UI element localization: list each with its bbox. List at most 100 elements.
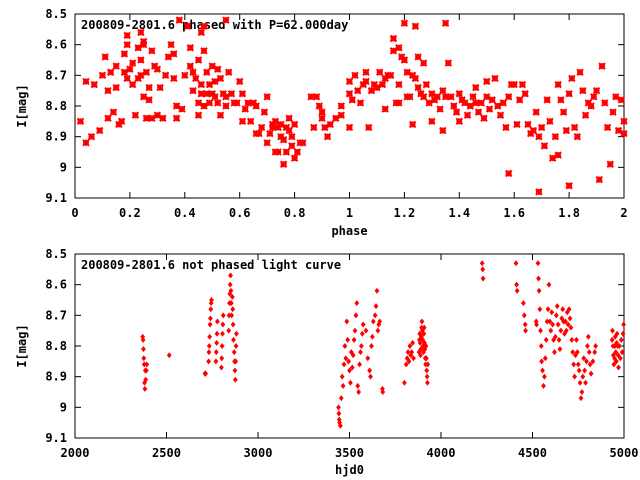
data-point xyxy=(479,260,485,267)
data-point xyxy=(238,90,247,98)
data-point xyxy=(143,367,149,374)
data-point xyxy=(541,382,546,389)
data-point xyxy=(540,142,549,150)
data-point xyxy=(337,102,345,110)
data-point xyxy=(227,281,233,288)
data-point xyxy=(534,321,539,328)
data-point xyxy=(425,379,430,386)
data-point xyxy=(260,108,269,116)
data-point xyxy=(477,99,485,107)
data-point xyxy=(166,352,172,359)
data-point xyxy=(480,114,488,122)
data-point xyxy=(285,114,293,122)
data-point xyxy=(337,111,345,119)
y-tick-label: 8.5 xyxy=(45,247,67,261)
data-point xyxy=(148,47,156,55)
x-tick-label: 0.6 xyxy=(229,206,251,220)
data-point xyxy=(183,22,192,30)
x-axis-label: phase xyxy=(331,224,367,238)
data-point xyxy=(565,321,571,328)
data-point xyxy=(403,68,411,76)
data-point xyxy=(414,83,422,92)
data-point xyxy=(170,50,178,58)
data-point xyxy=(565,90,573,98)
data-point xyxy=(421,324,427,331)
data-point xyxy=(408,120,417,129)
data-point xyxy=(318,108,326,116)
data-point xyxy=(447,93,455,101)
data-point xyxy=(546,281,552,288)
data-point xyxy=(572,373,577,380)
data-point xyxy=(582,367,588,374)
data-point xyxy=(586,349,592,356)
data-point xyxy=(232,367,238,374)
y-tick-label: 9 xyxy=(60,160,67,174)
data-point xyxy=(106,68,115,76)
data-point xyxy=(520,300,526,307)
x-tick-label: 2500 xyxy=(152,446,181,460)
data-point xyxy=(558,327,564,334)
data-point xyxy=(82,139,90,147)
data-point xyxy=(580,373,586,380)
data-point xyxy=(485,105,494,113)
data-point xyxy=(433,93,442,101)
data-point xyxy=(307,93,315,101)
data-point xyxy=(452,108,461,116)
data-point xyxy=(536,275,541,282)
data-point xyxy=(112,83,120,92)
data-point xyxy=(579,86,587,95)
data-point xyxy=(318,114,326,122)
data-point xyxy=(369,333,375,340)
y-tick-label: 8.5 xyxy=(45,7,67,21)
data-point xyxy=(421,330,427,337)
data-point xyxy=(226,327,232,334)
data-point xyxy=(611,361,617,368)
data-point xyxy=(312,93,321,101)
x-tick-label: 2 xyxy=(620,206,627,220)
data-point xyxy=(592,86,601,95)
data-point xyxy=(345,90,354,98)
data-point xyxy=(423,355,429,362)
data-point xyxy=(310,123,318,132)
data-point xyxy=(214,318,220,325)
data-point xyxy=(170,74,178,83)
data-point xyxy=(606,160,614,168)
data-point xyxy=(225,68,233,76)
data-point xyxy=(197,28,205,37)
data-point xyxy=(381,105,389,113)
data-point xyxy=(90,80,98,89)
data-point xyxy=(538,327,543,334)
data-point xyxy=(205,99,214,107)
data-point xyxy=(524,120,532,129)
data-point xyxy=(332,114,340,122)
data-point xyxy=(353,312,359,319)
data-point xyxy=(117,117,126,126)
data-point xyxy=(386,71,395,80)
data-point xyxy=(411,355,416,362)
data-point xyxy=(417,339,423,346)
data-point xyxy=(233,358,239,365)
data-point xyxy=(365,355,371,362)
data-point xyxy=(263,139,271,147)
data-point xyxy=(167,40,175,49)
data-point xyxy=(153,111,162,119)
data-point xyxy=(231,336,236,343)
data-point xyxy=(576,367,582,374)
data-point xyxy=(209,297,214,303)
data-point xyxy=(588,370,594,377)
data-point xyxy=(549,309,555,316)
data-point xyxy=(494,102,502,110)
data-point xyxy=(194,111,203,119)
data-point xyxy=(189,68,197,76)
data-point xyxy=(189,86,197,95)
data-point xyxy=(542,373,547,380)
data-point xyxy=(228,287,234,294)
data-point xyxy=(282,148,291,156)
data-point xyxy=(230,321,236,328)
data-point xyxy=(345,336,351,343)
data-point xyxy=(515,96,524,104)
data-point xyxy=(535,260,541,267)
y-tick-label: 9 xyxy=(60,400,67,414)
data-point xyxy=(407,343,413,349)
x-tick-label: 3500 xyxy=(335,446,364,460)
